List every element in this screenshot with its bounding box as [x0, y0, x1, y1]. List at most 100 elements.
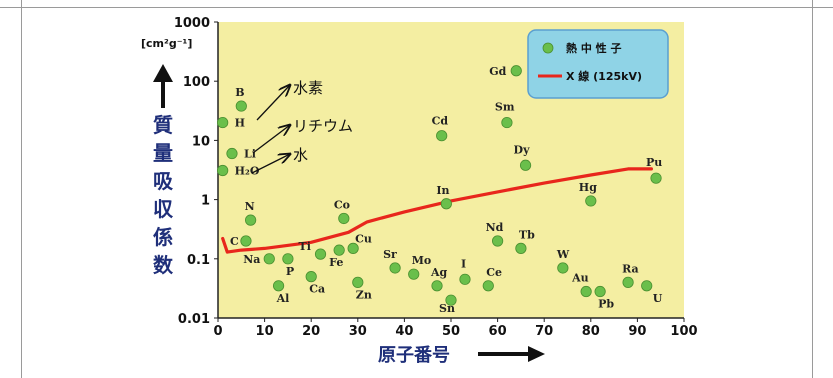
y-axis-label: 質量吸収係数 — [153, 113, 174, 277]
y-tick-label: 0.01 — [178, 312, 210, 327]
x-tick-label: 60 — [489, 324, 507, 339]
data-point-ho — [217, 164, 229, 177]
y-axis-unit: [cm²g⁻¹] — [141, 37, 192, 50]
data-point-al — [272, 280, 285, 292]
x-tick-label: 0 — [213, 324, 222, 339]
data-point-cd — [436, 130, 448, 142]
legend-box — [527, 29, 669, 99]
annotation-label-li: リチウム — [293, 117, 353, 135]
x-tick-label: 90 — [628, 324, 646, 339]
xray-series — [221, 167, 653, 254]
data-label-cu: Cu — [355, 232, 372, 245]
data-label-tb: Tb — [519, 228, 535, 241]
data-label-pb: Pb — [598, 298, 614, 311]
data-label-n: N — [245, 200, 255, 213]
data-point-ce — [482, 280, 494, 292]
data-label-al: Al — [276, 292, 290, 305]
annotation-label-ho: 水 — [293, 146, 308, 164]
x-tick-label: 80 — [582, 324, 600, 339]
data-point-nd — [491, 235, 504, 247]
y-axis-label-group: 質量吸収係数 — [153, 64, 174, 277]
data-label-in: In — [436, 184, 449, 197]
data-label-ag: Ag — [430, 266, 448, 279]
data-label-dy: Dy — [514, 143, 531, 156]
data-label-sr: Sr — [383, 248, 397, 261]
frame-line-right — [812, 0, 813, 378]
data-label-co: Co — [334, 198, 350, 211]
y-tick-labels: 0.01 0.1 1 10 100 1000 — [174, 16, 218, 327]
data-point-fe — [333, 244, 345, 256]
data-label-ca: Ca — [309, 283, 325, 296]
x-tick-label: 100 — [670, 324, 697, 339]
data-point-na — [263, 253, 275, 265]
x-tick-label: 20 — [302, 324, 320, 339]
annotation-arrow-h — [256, 85, 290, 121]
data-label-b: B — [235, 86, 244, 99]
x-tick-label: 40 — [395, 324, 413, 339]
data-label-h: H — [235, 117, 245, 130]
data-point-p — [282, 253, 294, 265]
x-axis-label-group: 原子番号 — [378, 345, 545, 366]
data-label-li: Li — [244, 148, 256, 161]
data-point-w — [557, 262, 569, 274]
data-point-ra — [622, 276, 634, 288]
data-label-ra: Ra — [622, 262, 639, 275]
x-tick-label: 10 — [256, 324, 274, 339]
data-point-tb — [515, 242, 527, 254]
data-label-c: C — [230, 235, 239, 248]
data-label-pu: Pu — [646, 156, 662, 169]
data-label-ce: Ce — [486, 266, 502, 279]
data-label-sn: Sn — [439, 302, 455, 315]
y-tick-label: 1000 — [174, 16, 210, 31]
data-point-hg — [585, 195, 597, 207]
y-tick-label: 10 — [192, 134, 210, 149]
legend-label-xray: X 線 (125kV) — [566, 69, 642, 83]
y-tick-label: 0.1 — [187, 253, 210, 268]
data-point-i — [459, 273, 471, 285]
frame-line-left — [21, 0, 22, 378]
annotation-label-h: 水素 — [293, 79, 323, 97]
legend: 熱 中 性 子 X 線 (125kV) — [527, 29, 669, 99]
x-tick-label: 30 — [349, 324, 367, 339]
y-axis-arrow-head — [153, 64, 173, 82]
data-label-ho: H₂O — [235, 165, 260, 178]
data-label-na: Na — [243, 253, 260, 266]
data-label-hg: Hg — [579, 181, 597, 194]
data-label-gd: Gd — [489, 65, 506, 78]
data-point-pb — [594, 285, 606, 298]
annotation-arrow-ho — [251, 154, 290, 174]
y-tick-label: 100 — [183, 75, 210, 90]
data-label-u: U — [653, 292, 663, 305]
x-tick-labels: 0 10 20 30 40 50 60 70 80 90 100 — [213, 318, 698, 339]
data-point-ti — [314, 248, 327, 260]
data-label-au: Au — [571, 272, 589, 285]
data-point-ag — [431, 280, 443, 292]
x-tick-label: 70 — [535, 324, 553, 339]
data-point-au — [580, 285, 592, 298]
data-label-sm: Sm — [495, 101, 515, 114]
data-point-in — [440, 198, 452, 210]
data-point-li — [226, 147, 238, 160]
legend-label-neutron: 熱 中 性 子 — [566, 41, 622, 55]
annotation-arrow-li — [252, 125, 290, 154]
data-point-ca — [305, 271, 317, 283]
y-tick-label: 1 — [201, 194, 210, 209]
data-point-gd — [510, 65, 522, 77]
data-point-n — [245, 214, 257, 226]
data-point-b — [235, 100, 247, 112]
data-point-h — [217, 116, 229, 129]
data-point-pu — [650, 172, 662, 184]
x-axis-arrow-head — [528, 346, 545, 362]
frame-line-top — [0, 7, 833, 8]
data-point-dy — [519, 159, 532, 171]
data-label-mo: Mo — [412, 254, 432, 267]
data-point-co — [338, 212, 350, 225]
data-label-cd: Cd — [432, 115, 449, 128]
data-point-sm — [501, 116, 513, 129]
data-point-u — [641, 280, 653, 292]
data-label-fe: Fe — [329, 256, 343, 269]
data-point-c — [240, 235, 252, 247]
